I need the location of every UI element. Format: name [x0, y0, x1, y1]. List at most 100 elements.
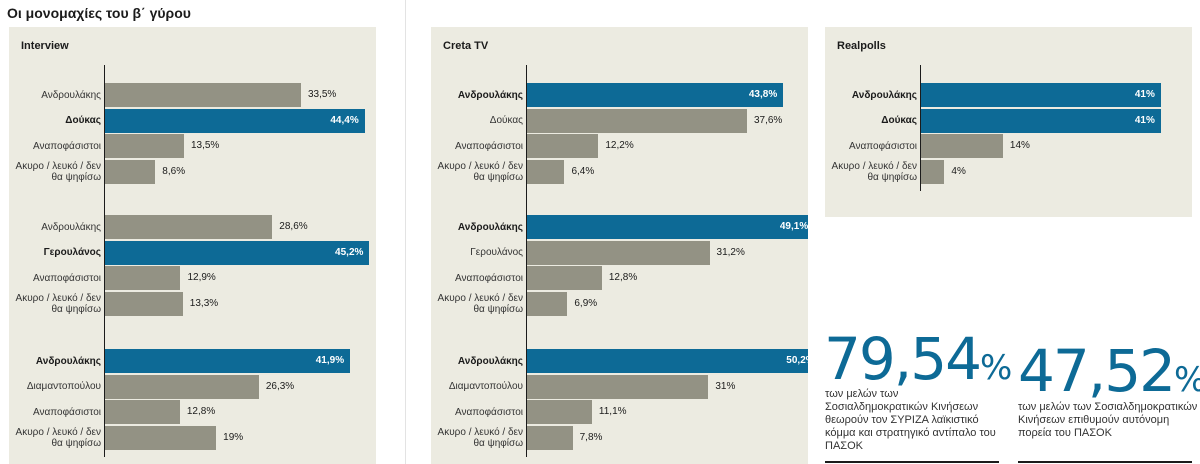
bar-value: 12,8% — [186, 406, 216, 417]
bar — [105, 215, 273, 239]
bar — [527, 83, 784, 107]
column-divider — [405, 0, 406, 464]
bar-label: Αναποφάσιστοι — [848, 140, 917, 152]
bar — [105, 83, 301, 107]
bar — [921, 83, 1161, 107]
bar-value: 8,6% — [162, 165, 186, 177]
bar — [527, 134, 599, 158]
bar — [105, 134, 184, 158]
stat-description: των μελών των Σοσιαλδημοκρατικών Κινήσεω… — [825, 388, 996, 452]
bar-value: 19% — [223, 431, 244, 443]
bar-label: Αναποφάσιστοι — [32, 406, 101, 418]
axis-line — [526, 65, 527, 457]
bar-value: 26,3% — [265, 380, 295, 392]
bar — [527, 240, 710, 265]
bar-value: 41,9% — [315, 355, 345, 366]
bar-label: Αναποφάσιστοι — [32, 272, 101, 284]
realpolls-panel: Realpolls Ανδρουλάκης 41% Δούκας 41% Αναποφάσ… — [825, 27, 1192, 217]
bar-label: Ανδρουλάκης — [457, 221, 523, 233]
bar-label: Δούκας — [489, 115, 523, 126]
axis-line — [920, 65, 921, 191]
bar-value: 14% — [1009, 140, 1030, 151]
bar — [921, 159, 945, 184]
bar-label: Ανδρουλάκης — [851, 89, 917, 101]
bar — [921, 134, 1003, 158]
bar — [527, 425, 573, 450]
bar — [105, 425, 217, 450]
bar-value: 31,2% — [716, 246, 745, 258]
bar-label: Ακυρο / λευκό / δεν θα ψηφίσω — [15, 426, 101, 449]
bar-label: Ακυρο / λευκό / δεν θα ψηφίσω — [437, 160, 523, 183]
bar-label: Αναποφάσιστοι — [454, 406, 523, 418]
bar-label: Ανδρουλάκης — [457, 355, 523, 367]
stat-number: 47,52% — [1018, 337, 1200, 405]
panel-title: Interview — [21, 40, 69, 52]
bar — [105, 400, 180, 424]
bar-label: Ανδρουλάκης — [457, 89, 523, 101]
bar-label: Δούκας — [65, 115, 101, 126]
bar-value: 28,6% — [279, 221, 308, 232]
bar-label: Γερουλάνος — [470, 247, 523, 258]
bar-label: Γερουλάνος — [43, 247, 101, 258]
bar-label: Ακυρο / λευκό / δεν θα ψηφίσω — [831, 160, 917, 183]
creta-tv-panel: Creta TV Ανδρουλάκης 43,8% Δούκας 37,6% Αναπο… — [431, 27, 808, 464]
stat-description: των μελών των Σοσιαλδημοκρατικών Κινήσεω… — [1018, 401, 1198, 439]
bar — [105, 374, 259, 399]
bar — [527, 215, 808, 239]
bar — [527, 291, 568, 316]
bar-label: Αναποφάσιστοι — [32, 140, 101, 152]
bar — [527, 400, 592, 424]
panel-title: Realpolls — [837, 40, 886, 52]
bar-value: 12,8% — [608, 272, 638, 283]
stat-number: 79,54% — [824, 325, 1013, 393]
bar-label: Ανδρουλάκης — [41, 221, 101, 233]
bar-value: 6,4% — [571, 165, 595, 177]
bar-value: 31% — [715, 380, 736, 392]
bar-value: 12,2% — [605, 140, 634, 151]
bar-label: Διαμαντοπούλου — [26, 381, 101, 392]
bar — [527, 159, 565, 184]
bar-value: 50,2% — [786, 355, 808, 366]
bar-value: 45,2% — [335, 246, 364, 258]
page-title: Οι μονομαχίες του β΄ γύρου — [7, 5, 191, 21]
bar — [527, 349, 808, 373]
bar-value: 12,9% — [187, 272, 216, 283]
interview-panel: Interview Ανδρουλάκης 33,5% Δούκας 44,4% Αναπ… — [9, 27, 376, 464]
bar-value: 49,1% — [779, 221, 808, 232]
bar-label: Ανδρουλάκης — [41, 89, 101, 101]
bar-value: 43,8% — [748, 89, 778, 100]
bar — [105, 266, 181, 290]
bar — [105, 159, 156, 184]
bar-label: Ακυρο / λευκό / δεν θα ψηφίσω — [15, 292, 101, 315]
stat-rule — [825, 461, 999, 463]
bar-value: 41% — [1134, 114, 1155, 126]
bar — [105, 108, 365, 133]
bar-label: Ακυρο / λευκό / δεν θα ψηφίσω — [437, 426, 523, 449]
bar-value: 13,5% — [190, 140, 220, 151]
bar-label: Ακυρο / λευκό / δεν θα ψηφίσω — [15, 160, 101, 183]
bar-value: 4% — [951, 165, 966, 177]
bar — [105, 349, 351, 373]
bar — [527, 374, 709, 399]
bar-value: 33,5% — [307, 89, 337, 100]
bar-value: 13,3% — [189, 297, 219, 309]
panel-title: Creta TV — [443, 40, 489, 52]
axis-line — [104, 65, 105, 457]
bar-label: Ακυρο / λευκό / δεν θα ψηφίσω — [437, 292, 523, 315]
bar-label: Δούκας — [881, 115, 917, 126]
bar-label: Διαμαντοπούλου — [448, 381, 523, 392]
bar — [527, 266, 602, 290]
bar — [527, 108, 747, 133]
bar-label: Ανδρουλάκης — [35, 355, 101, 367]
bar-value: 6,9% — [574, 297, 598, 309]
bar-value: 41% — [1134, 89, 1155, 100]
bar-value: 44,4% — [330, 114, 359, 126]
bar-value: 37,6% — [753, 114, 783, 126]
bar-value: 11,1% — [598, 406, 627, 417]
bar — [921, 108, 1161, 133]
bar — [105, 291, 183, 316]
bar-label: Αναποφάσιστοι — [454, 272, 523, 284]
bar-value: 7,8% — [579, 431, 603, 443]
stat-rule — [1018, 461, 1192, 463]
bar — [105, 240, 370, 265]
